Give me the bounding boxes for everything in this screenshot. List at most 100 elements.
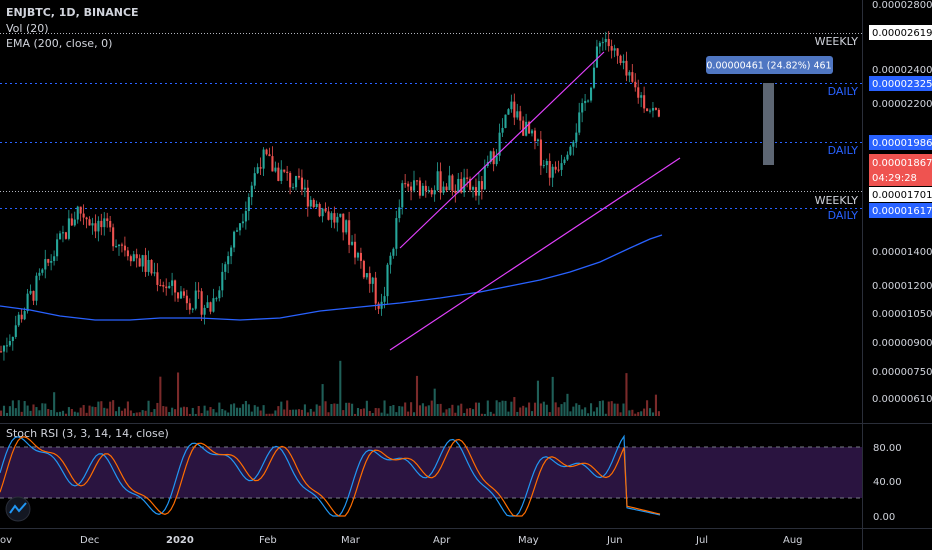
channel-lower-line[interactable] (389, 157, 681, 351)
candle-body (551, 166, 554, 178)
volume-bar (651, 412, 655, 416)
volume-bar (26, 405, 29, 416)
volume-bar (159, 376, 162, 416)
candle-body (581, 103, 584, 113)
candle-body (625, 60, 628, 76)
volume-bar (327, 412, 330, 416)
candle-body (224, 264, 227, 272)
candle-body (309, 199, 312, 207)
weekly-low-label: WEEKLY (815, 194, 859, 207)
volume-bar (29, 410, 32, 416)
candle-body (321, 208, 324, 217)
candle-body (159, 284, 162, 286)
volume-bar (592, 411, 596, 416)
candle-body (528, 121, 531, 134)
candle-body (11, 336, 14, 342)
volume-bar (85, 412, 88, 416)
volume-bar (427, 405, 430, 416)
candle-body (47, 259, 50, 263)
volume-bar (168, 412, 171, 416)
candle-body (88, 219, 91, 226)
volume-bar (241, 404, 244, 416)
candle-body (277, 167, 280, 181)
candle-body (177, 292, 180, 299)
volume-bar (483, 413, 486, 416)
channel-upper-line[interactable] (399, 51, 605, 249)
volume-bar (522, 405, 525, 416)
volume-bar (386, 413, 389, 416)
volume-legend[interactable]: Vol (20) (6, 22, 49, 35)
candle-body (41, 269, 44, 273)
candle-body (120, 244, 124, 246)
logo-mark (9, 502, 27, 514)
volume-bar (351, 403, 354, 416)
volume-bar (20, 411, 23, 416)
candle-body (477, 181, 480, 196)
time-tick: ov (0, 535, 12, 546)
volume-bar (206, 410, 209, 416)
candle-body (265, 149, 268, 155)
candle-body (61, 232, 65, 234)
volume-bar (318, 405, 321, 416)
candle-body (0, 351, 3, 353)
candle-body (253, 173, 256, 186)
price-tick: 0.00000900 (872, 338, 932, 349)
time-tick: Jun (606, 535, 623, 546)
price-tick: 0.00001050 (872, 309, 932, 320)
volume-bar (212, 409, 215, 416)
volume-bar (622, 403, 625, 416)
volume-bar (97, 401, 100, 416)
volume-bar (463, 413, 466, 416)
candle-body (395, 218, 398, 249)
candle-body (554, 166, 557, 170)
volume-bar (197, 406, 200, 416)
candle-body (156, 272, 159, 285)
volume-bar (53, 392, 56, 416)
volume-bar (460, 403, 463, 416)
volume-bar (179, 407, 183, 416)
volume-bar (607, 401, 610, 416)
volume-bar (303, 404, 306, 416)
candle-body (218, 290, 221, 299)
candle-body (460, 178, 463, 193)
candle-body (194, 290, 197, 309)
volume-bar (418, 405, 421, 416)
stoch-legend[interactable]: Stoch RSI (3, 3, 14, 14, close) (6, 427, 169, 440)
candle-body (112, 227, 115, 247)
candle-body (174, 280, 177, 293)
volume-bar (200, 413, 203, 416)
stoch-tick: 0.00 (873, 512, 895, 523)
candle-body (64, 232, 67, 239)
candle-body (17, 314, 20, 326)
volume-bar (489, 411, 492, 416)
volume-bar (383, 400, 386, 416)
volume-bar (495, 400, 498, 416)
volume-bar (613, 403, 616, 416)
volume-bar (191, 407, 194, 416)
volume-bar (94, 407, 97, 416)
volume-bar (469, 408, 472, 416)
volume-bar (368, 410, 371, 416)
volume-bar (70, 409, 73, 416)
candle-body (413, 180, 416, 191)
volume-bar (634, 413, 637, 416)
volume-bar (578, 404, 581, 416)
volume-bar (619, 412, 622, 416)
symbol-info[interactable]: ENJBTC, 1D, BINANCE (6, 6, 139, 19)
candle-body (100, 220, 103, 228)
candle-body (230, 247, 233, 257)
ema-legend[interactable]: EMA (200, close, 0) (6, 37, 113, 50)
measure-range[interactable] (763, 83, 774, 165)
candle-body (368, 273, 371, 284)
volume-bar (41, 403, 44, 416)
volume-bar (247, 404, 250, 416)
candle-body (415, 180, 419, 182)
candle-body (356, 252, 360, 258)
candle-body (126, 250, 129, 257)
daily-low-label: DAILY (828, 209, 859, 222)
volume-bar (5, 412, 8, 416)
volume-bar (575, 403, 578, 416)
volume-bar (539, 403, 542, 416)
volume-bar (61, 410, 65, 416)
